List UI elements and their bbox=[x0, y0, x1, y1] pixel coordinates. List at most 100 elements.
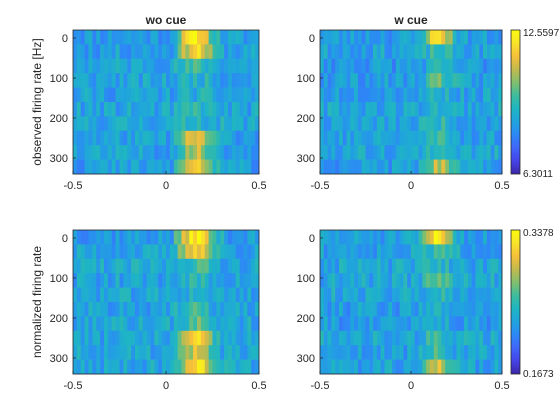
heatmap-cell bbox=[131, 287, 136, 303]
heatmap-cell bbox=[464, 359, 469, 375]
heatmap-cell bbox=[399, 130, 404, 146]
heatmap-cell bbox=[403, 302, 408, 317]
heatmap-cell bbox=[445, 302, 450, 317]
heatmap-cell bbox=[146, 58, 151, 74]
heatmap-cell bbox=[346, 159, 351, 175]
heatmap-cell bbox=[224, 44, 229, 60]
heatmap-cell bbox=[146, 145, 151, 160]
heatmap-cell bbox=[200, 73, 206, 88]
heatmap-cell bbox=[338, 258, 344, 274]
heatmap-cell bbox=[467, 273, 473, 288]
heatmap-cell bbox=[119, 273, 124, 288]
heatmap-cell bbox=[177, 159, 182, 175]
heatmap-cell bbox=[142, 73, 147, 88]
heatmap-cell bbox=[498, 302, 503, 317]
heatmap-cell bbox=[422, 244, 427, 260]
heatmap-cell bbox=[357, 359, 363, 375]
heatmap-cell bbox=[399, 302, 404, 317]
heatmap-cell bbox=[107, 359, 113, 375]
heatmap-cell bbox=[251, 73, 256, 88]
heatmap-cell bbox=[479, 58, 484, 74]
heatmap-cell bbox=[138, 359, 144, 375]
heatmap-cell bbox=[422, 44, 427, 60]
heatmap-cell bbox=[84, 87, 89, 103]
heatmap-cell bbox=[365, 145, 370, 160]
heatmap-cell bbox=[220, 302, 225, 317]
heatmap-cell bbox=[92, 230, 97, 245]
heatmap-cell bbox=[490, 359, 495, 375]
heatmap-cell bbox=[475, 359, 480, 375]
heatmap-cell bbox=[107, 130, 113, 146]
heatmap-cell bbox=[228, 330, 233, 346]
heatmap-cell bbox=[357, 244, 363, 260]
heatmap-cell bbox=[243, 44, 248, 60]
heatmap-cells bbox=[73, 230, 260, 375]
heatmap-cell bbox=[123, 258, 128, 274]
heatmap-cell bbox=[418, 87, 423, 103]
heatmap-cell bbox=[354, 287, 359, 303]
heatmap-cell bbox=[327, 345, 332, 360]
heatmap-cell bbox=[323, 258, 328, 274]
heatmap-cell bbox=[131, 258, 136, 274]
heatmap-cell bbox=[208, 330, 213, 346]
heatmap-cell bbox=[228, 159, 233, 175]
heatmap-cell bbox=[142, 258, 147, 274]
heatmap-cell bbox=[323, 145, 328, 160]
heatmap-cell bbox=[331, 302, 336, 317]
heatmap-cell bbox=[100, 130, 105, 146]
heatmap-cell bbox=[239, 230, 244, 245]
heatmap-cell bbox=[247, 73, 252, 88]
heatmap-cell bbox=[204, 230, 209, 245]
heatmap-cell bbox=[104, 230, 109, 245]
heatmap-cell bbox=[483, 30, 488, 45]
heatmap-cell bbox=[92, 345, 97, 360]
heatmap-cell bbox=[403, 102, 408, 117]
heatmap-cell bbox=[403, 159, 408, 175]
heatmap-cell bbox=[84, 130, 89, 146]
heatmap-cell bbox=[247, 345, 252, 360]
heatmap-cell bbox=[395, 359, 400, 375]
heatmap-cell bbox=[479, 159, 484, 175]
heatmap-cell bbox=[365, 159, 370, 175]
heatmap-cell bbox=[228, 258, 233, 274]
heatmap-cell bbox=[323, 345, 328, 360]
heatmap-cell bbox=[150, 359, 155, 375]
heatmap-cell bbox=[189, 287, 194, 303]
heatmap-cell bbox=[150, 102, 155, 117]
heatmap-cell bbox=[235, 287, 240, 303]
heatmap-cell bbox=[243, 130, 248, 146]
heatmap-cell bbox=[115, 73, 120, 88]
heatmap-cell bbox=[228, 345, 233, 360]
heatmap-cell bbox=[204, 159, 209, 175]
heatmap-cell bbox=[138, 244, 144, 260]
heatmap-cell bbox=[392, 30, 397, 45]
y-tick-label: 200 bbox=[297, 113, 315, 125]
heatmap-cell bbox=[399, 73, 404, 88]
heatmap-cell bbox=[414, 273, 419, 288]
heatmap-cell bbox=[76, 244, 82, 260]
heatmap-cell bbox=[422, 130, 427, 146]
heatmap-cell bbox=[342, 87, 347, 103]
heatmap-cell bbox=[369, 145, 374, 160]
heatmap-cell bbox=[486, 330, 491, 346]
heatmap-cell bbox=[395, 258, 400, 274]
heatmap-cell bbox=[475, 30, 480, 45]
heatmap-cell bbox=[471, 316, 476, 332]
heatmap-cell bbox=[107, 230, 113, 245]
heatmap-cell bbox=[320, 87, 325, 103]
heatmap-cell bbox=[460, 58, 465, 74]
heatmap-cell bbox=[224, 359, 229, 375]
heatmap-cell bbox=[331, 145, 336, 160]
heatmap-cell bbox=[433, 58, 438, 74]
heatmap-cell bbox=[127, 87, 132, 103]
heatmap-cell bbox=[239, 287, 244, 303]
heatmap-cell bbox=[115, 145, 120, 160]
heatmap-cell bbox=[251, 244, 256, 260]
heatmap-cell bbox=[100, 345, 105, 360]
heatmap-cell bbox=[471, 87, 476, 103]
heatmap-cell bbox=[350, 258, 355, 274]
heatmap-cell bbox=[357, 73, 363, 88]
heatmap-cell bbox=[111, 345, 116, 360]
heatmap-cell bbox=[200, 159, 206, 175]
heatmap-cell bbox=[84, 330, 89, 346]
